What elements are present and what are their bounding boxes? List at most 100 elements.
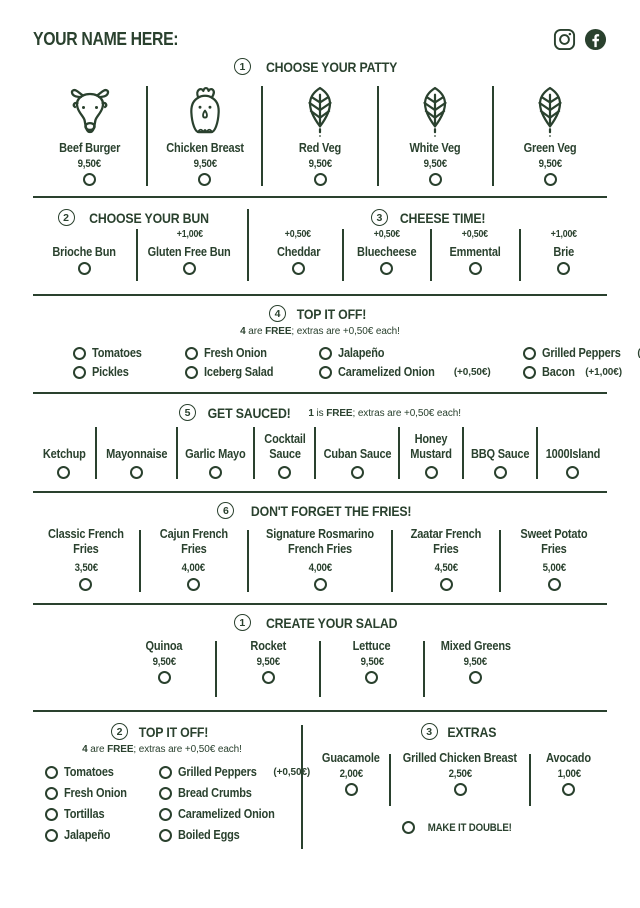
option-price: 9,50€ xyxy=(152,656,177,668)
fries-checkbox[interactable] xyxy=(313,578,327,591)
instagram-icon[interactable] xyxy=(553,28,576,51)
patty-price: 9,50€ xyxy=(77,158,102,170)
topping-checkbox[interactable] xyxy=(159,786,172,800)
extra-option-guacamole: Guacamole 2,00€ xyxy=(313,751,389,806)
salad-checkbox[interactable] xyxy=(365,671,379,684)
patty-checkbox-red-veg[interactable] xyxy=(313,173,327,186)
option-price: 3,50€ xyxy=(74,562,98,574)
topping-checkbox[interactable] xyxy=(45,786,58,800)
sauce-checkbox[interactable] xyxy=(566,466,580,479)
sauce-checkbox[interactable] xyxy=(129,466,143,479)
cheese-option-cheddar: +0,50€ Cheddar xyxy=(255,229,342,281)
cheese-checkbox-bluecheese[interactable] xyxy=(380,262,394,275)
topping-checkbox[interactable] xyxy=(159,807,172,821)
salad-topping-tomatoes: Tomatoes xyxy=(45,765,135,779)
topping-checkbox[interactable] xyxy=(45,765,58,779)
patty-header: 1 CHOOSE YOUR PATTY xyxy=(33,58,607,75)
make-it-double-checkbox[interactable] xyxy=(402,821,416,834)
sauce-checkbox[interactable] xyxy=(493,466,507,479)
sauce-checkbox[interactable] xyxy=(278,466,292,479)
cheese-option-brie: +1,00€ Brie xyxy=(521,229,608,281)
divider xyxy=(94,427,97,479)
patty-checkbox-white-veg[interactable] xyxy=(428,173,442,186)
topping-checkbox[interactable] xyxy=(45,828,58,842)
fries-checkbox[interactable] xyxy=(547,578,561,591)
sauce-checkbox[interactable] xyxy=(57,466,71,479)
sauces-note: 1 is FREE; extras are +0,50€ each! xyxy=(308,408,461,419)
sauce-mayonnaise: Mayonnaise xyxy=(97,427,176,479)
leaf-icon xyxy=(527,84,573,138)
topping-extra-price: (+0,50€) xyxy=(273,766,311,778)
section-number-badge: 4 xyxy=(269,305,287,322)
option-name: Grilled Chicken Breast xyxy=(402,751,518,765)
divider xyxy=(246,530,249,592)
salad-checkbox[interactable] xyxy=(261,671,275,684)
bun-checkbox-gluten-free[interactable] xyxy=(183,262,196,275)
sauce-checkbox[interactable] xyxy=(350,466,364,479)
section-number-badge: 1 xyxy=(233,614,251,631)
option-name: Emmental xyxy=(449,245,501,259)
section-number-badge: 2 xyxy=(111,723,129,740)
topping-fresh-onion: Fresh Onion xyxy=(185,346,303,360)
salad-checkbox[interactable] xyxy=(157,671,171,684)
option-price: 4,50€ xyxy=(434,562,459,574)
topping-extra-price: (+1,00€) xyxy=(585,366,622,378)
patty-option-beef: Beef Burger 9,50€ xyxy=(33,84,146,186)
section-salad-toppings-extras: 2 TOP IT OFF! 4 are FREE; extras are +0,… xyxy=(33,712,607,849)
divider xyxy=(253,427,256,479)
extras-checkbox[interactable] xyxy=(453,783,467,796)
sauce-1000island: 1000Island xyxy=(538,427,607,479)
divider xyxy=(136,229,138,281)
salad-checkbox[interactable] xyxy=(469,671,483,684)
option-price: 2,50€ xyxy=(448,768,472,780)
sauce-honey-mustard: Honey Mustard xyxy=(400,427,462,479)
fries-option-classic: Classic French Fries 3,50€ xyxy=(33,527,139,592)
patty-checkbox-beef[interactable] xyxy=(83,173,97,186)
divider xyxy=(318,641,321,697)
topping-checkbox[interactable] xyxy=(73,365,86,379)
option-name: Bluecheese xyxy=(357,245,417,259)
bun-checkbox-brioche[interactable] xyxy=(78,262,91,275)
cheese-checkbox-emmental[interactable] xyxy=(468,262,482,275)
section-number-badge: 5 xyxy=(179,404,197,421)
sauce-garlic-mayo: Garlic Mayo xyxy=(178,427,254,479)
option-price: 4,00€ xyxy=(308,562,332,574)
topping-checkbox[interactable] xyxy=(523,365,536,379)
topping-checkbox[interactable] xyxy=(45,807,58,821)
topping-checkbox[interactable] xyxy=(73,346,86,360)
fries-checkbox[interactable] xyxy=(439,578,453,591)
section-fries: 6 DON'T FORGET THE FRIES! Classic French… xyxy=(33,493,607,603)
topping-checkbox[interactable] xyxy=(185,346,198,360)
option-price: +0,50€ xyxy=(285,229,312,240)
cheese-checkbox-cheddar[interactable] xyxy=(291,262,305,275)
topping-jalapeno: Jalapeño xyxy=(319,346,507,360)
fries-checkbox[interactable] xyxy=(187,578,201,591)
option-price: 4,00€ xyxy=(182,562,206,574)
topping-checkbox[interactable] xyxy=(185,365,198,379)
divider xyxy=(146,86,149,186)
extras-checkbox[interactable] xyxy=(344,783,358,796)
option-price: +0,50€ xyxy=(373,229,400,240)
fries-checkbox[interactable] xyxy=(79,578,93,591)
salad-header: 1 CREATE YOUR SALAD xyxy=(33,614,607,631)
option-name: Brie xyxy=(553,245,575,259)
cheese-checkbox-brie[interactable] xyxy=(557,262,571,275)
sauces-title: GET SAUCED! xyxy=(207,404,291,421)
divider xyxy=(462,427,465,479)
sauce-checkbox[interactable] xyxy=(424,466,438,479)
extra-option-avocado: Avocado 1,00€ xyxy=(531,751,607,806)
option-price: +0,50€ xyxy=(462,229,489,240)
topping-checkbox[interactable] xyxy=(319,365,332,379)
facebook-icon[interactable] xyxy=(584,28,607,51)
sauce-checkbox[interactable] xyxy=(209,466,223,479)
topping-checkbox[interactable] xyxy=(523,346,536,360)
topping-checkbox[interactable] xyxy=(319,346,332,360)
extras-checkbox[interactable] xyxy=(562,783,576,796)
patty-checkbox-green-veg[interactable] xyxy=(543,173,557,186)
patty-checkbox-chicken[interactable] xyxy=(198,173,212,186)
divider xyxy=(491,86,494,186)
topping-checkbox[interactable] xyxy=(159,765,172,779)
cheese-header: 3 CHEESE TIME! xyxy=(255,209,607,226)
topping-checkbox[interactable] xyxy=(159,828,172,842)
divider xyxy=(33,196,607,198)
